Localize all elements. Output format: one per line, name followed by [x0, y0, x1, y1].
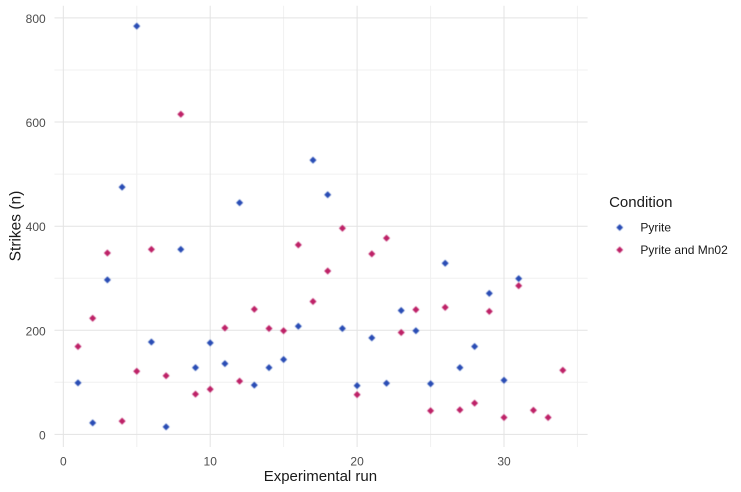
svg-text:Pyrite and Mn02: Pyrite and Mn02	[640, 243, 728, 257]
svg-text:0: 0	[39, 428, 46, 442]
svg-text:20: 20	[350, 455, 364, 469]
svg-text:Pyrite: Pyrite	[640, 221, 671, 235]
svg-text:200: 200	[26, 324, 46, 338]
svg-text:Strikes (n): Strikes (n)	[8, 191, 25, 262]
svg-text:Experimental run: Experimental run	[264, 468, 377, 485]
svg-text:10: 10	[204, 455, 218, 469]
svg-text:30: 30	[497, 455, 511, 469]
svg-text:0: 0	[60, 455, 67, 469]
svg-text:Condition: Condition	[609, 194, 672, 211]
svg-text:800: 800	[26, 12, 46, 26]
svg-text:400: 400	[26, 220, 46, 234]
svg-text:600: 600	[26, 116, 46, 130]
